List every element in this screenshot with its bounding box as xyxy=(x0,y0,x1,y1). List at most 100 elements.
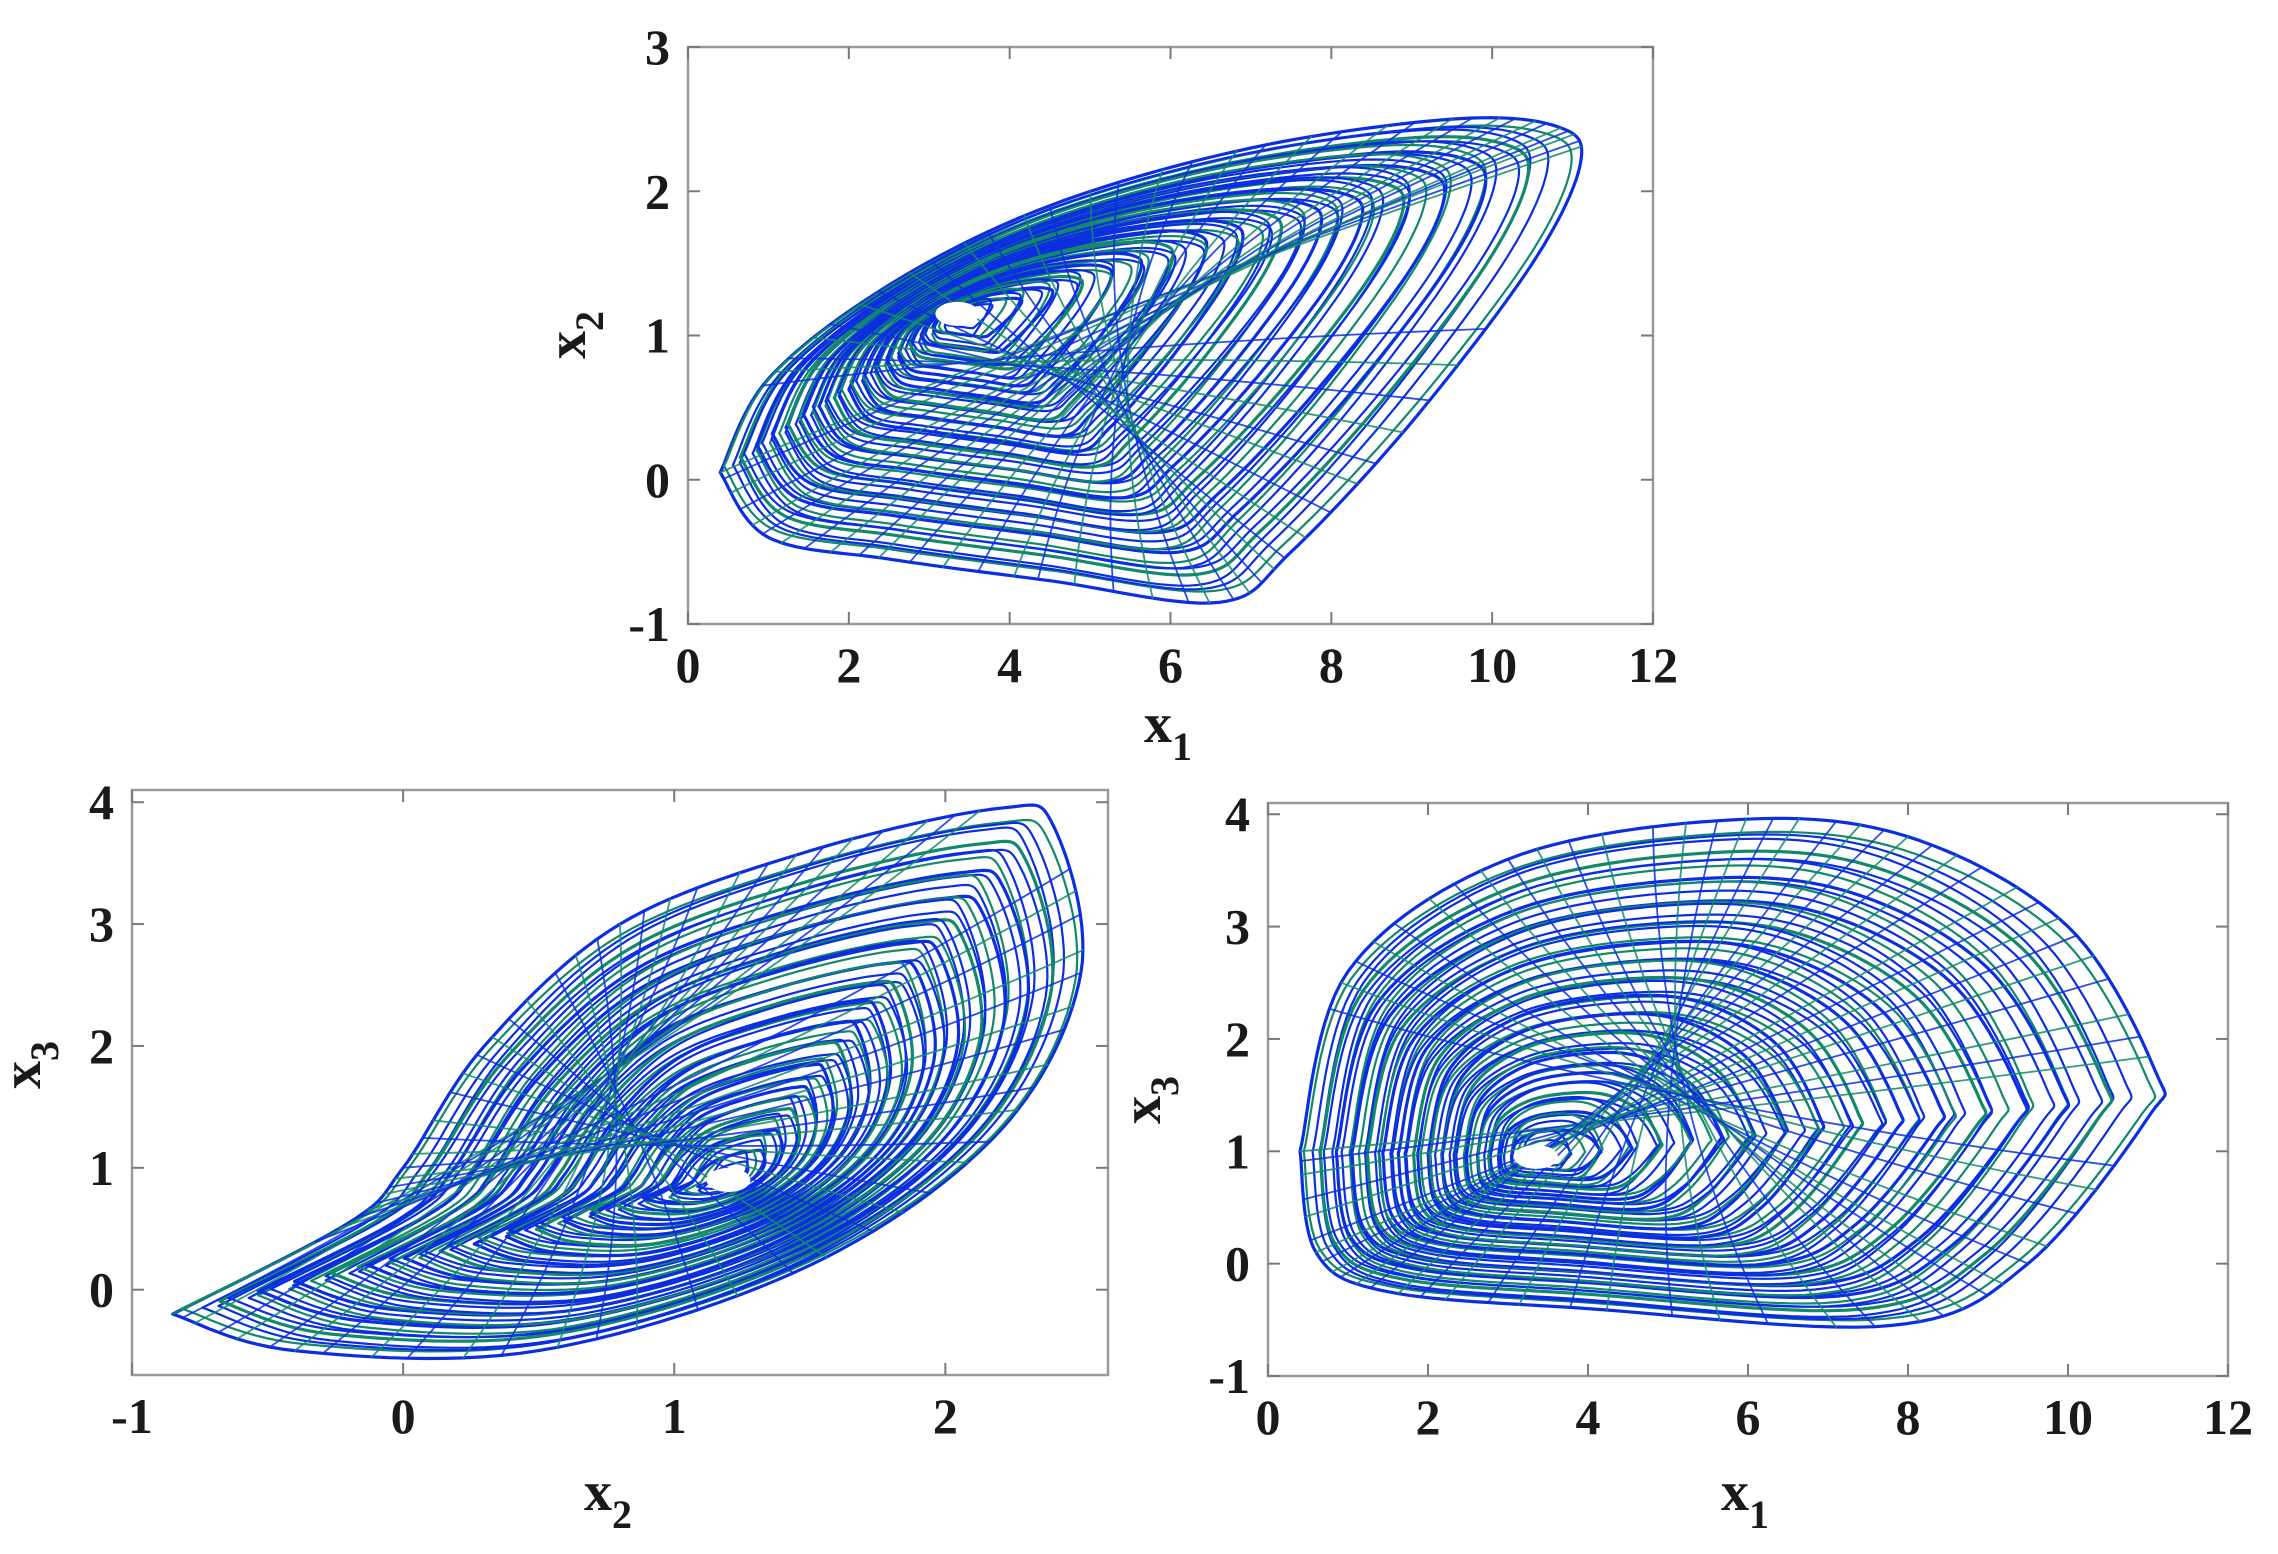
trajectory-chord xyxy=(1372,940,2048,1248)
trajectory-loop xyxy=(738,135,1531,577)
trajectory-loop xyxy=(572,1077,829,1230)
trajectory-loop xyxy=(1500,1100,1631,1186)
trajectory-chord xyxy=(812,336,1404,434)
y-tick-label: -1 xyxy=(628,596,670,652)
x-tick-label: 0 xyxy=(391,1388,416,1444)
trajectory-bundle xyxy=(1298,816,2167,1329)
y-axis-label: x2 xyxy=(536,311,612,359)
trajectory-loop xyxy=(1487,1090,1664,1191)
y-axis-label: x3 xyxy=(1111,1076,1187,1124)
y-tick-label: -1 xyxy=(1208,1348,1250,1404)
trajectory-loop xyxy=(1357,900,2010,1287)
x-tick-label: -1 xyxy=(111,1388,153,1444)
trajectory-loop xyxy=(1498,1110,1634,1182)
trajectory-chord xyxy=(432,1119,969,1164)
y-tick-label: 1 xyxy=(645,308,670,364)
trajectory-chord xyxy=(388,1028,1066,1189)
trajectory-bundle xyxy=(718,116,1584,605)
x-tick-label: 2 xyxy=(836,637,861,693)
trajectory-loop xyxy=(1378,924,1956,1275)
trajectory-chord xyxy=(1428,897,2004,1285)
trajectory-loop xyxy=(784,166,1411,532)
x-axis-label: x2 xyxy=(584,1461,632,1537)
trajectory-chord xyxy=(739,130,1570,511)
trajectory-chord xyxy=(268,845,825,1348)
trajectory-chord xyxy=(1331,886,2018,1273)
trajectory-chord xyxy=(1302,977,2110,1201)
x-tick-label: 1 xyxy=(662,1388,687,1444)
trajectory-chord xyxy=(462,1072,904,1214)
y-tick-label: 3 xyxy=(1225,899,1250,955)
trajectory-loop xyxy=(798,179,1374,513)
y-tick-label: 0 xyxy=(89,1262,114,1318)
trajectory-loop xyxy=(637,1112,787,1213)
equilibrium-hole xyxy=(935,301,980,326)
trajectory-chord xyxy=(1518,817,1800,1306)
y-tick-label: 1 xyxy=(1225,1123,1250,1179)
trajectory-loop xyxy=(885,251,1144,405)
trajectory-chord xyxy=(1126,168,1164,599)
trajectory-loop xyxy=(1374,920,1967,1277)
trajectory-chord xyxy=(293,854,797,1352)
trajectory-chord xyxy=(858,303,1359,485)
trajectory-chord xyxy=(1328,1007,2115,1167)
trajectory-loop xyxy=(1348,880,2035,1297)
x-tick-label: 12 xyxy=(1628,637,1678,693)
trajectory-loop xyxy=(247,848,1036,1339)
y-tick-label: 0 xyxy=(645,452,670,508)
trajectory-chord xyxy=(236,837,854,1340)
trajectory-chord xyxy=(491,1036,827,1259)
trajectory-chord xyxy=(780,120,1537,544)
x-tick-label: 8 xyxy=(1896,1389,1921,1445)
y-tick-label: 2 xyxy=(1225,1011,1250,1067)
trajectory-chord xyxy=(963,242,1276,571)
trajectory-chord xyxy=(986,230,1263,584)
y-axis-label: x3 xyxy=(0,1041,67,1089)
trajectory-loop xyxy=(455,1001,903,1266)
trajectory-loop xyxy=(1311,833,2133,1321)
trajectory-chord xyxy=(1109,160,1194,593)
y-tick-label: 3 xyxy=(645,19,670,75)
trajectory-chord xyxy=(194,819,929,1324)
trajectory-chord xyxy=(1049,204,1235,601)
trajectory-loop xyxy=(1318,837,2115,1318)
x-tick-label: 12 xyxy=(2203,1389,2253,1445)
panel-bottom-left: -1 0 1 2 0 1 2 3 4 x2 x3 xyxy=(0,774,1110,1537)
trajectory-chord xyxy=(1487,820,1838,1304)
trajectory-chord xyxy=(1321,901,2040,1263)
trajectory-chord xyxy=(1569,817,1775,1309)
trajectory-chord xyxy=(217,830,884,1334)
trajectory-loop xyxy=(171,803,1085,1361)
trajectory-chord xyxy=(1299,1055,2150,1153)
trajectory-chord xyxy=(829,323,1377,465)
trajectory-chord xyxy=(723,140,1581,480)
trajectory-loop xyxy=(1350,889,2030,1292)
trajectory-loop xyxy=(1334,875,2071,1300)
trajectory-chord xyxy=(878,290,1332,514)
trajectory-chord xyxy=(761,328,1487,387)
trajectory-chord xyxy=(370,871,741,1358)
trajectory-chord xyxy=(1536,848,1922,1323)
trajectory-chord xyxy=(1037,144,1267,581)
x-tick-label: 6 xyxy=(1736,1389,1761,1445)
trajectory-loop xyxy=(1318,849,2114,1313)
trajectory-loop xyxy=(218,839,1055,1343)
trajectory-loop xyxy=(1426,993,1826,1240)
trajectory-chord xyxy=(421,1137,991,1147)
trajectory-chord xyxy=(1315,917,2060,1254)
x-axis-label: x1 xyxy=(1144,693,1192,769)
trajectory-chord xyxy=(394,1063,1049,1180)
trajectory-loop xyxy=(506,1030,871,1252)
x-tick-label: 10 xyxy=(1467,637,1517,693)
trajectory-chord xyxy=(787,357,1431,402)
trajectory-chord xyxy=(1089,190,1211,604)
trajectory-loop xyxy=(811,191,1339,494)
trajectory-chord xyxy=(977,130,1343,573)
trajectory-loop xyxy=(652,1132,778,1204)
trajectory-loop xyxy=(1331,857,2081,1308)
equilibrium-hole xyxy=(706,1168,751,1192)
trajectory-loop xyxy=(1298,816,2167,1329)
x-tick-label: 0 xyxy=(1256,1389,1281,1445)
